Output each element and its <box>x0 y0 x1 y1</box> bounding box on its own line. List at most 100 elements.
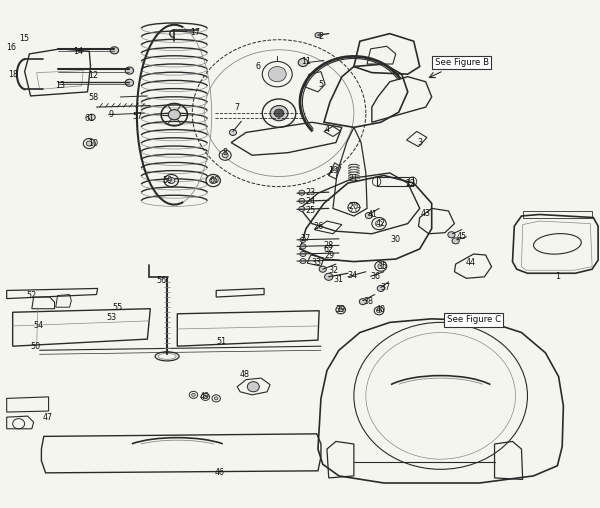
Text: 17: 17 <box>190 27 200 37</box>
Circle shape <box>299 190 305 195</box>
Text: 11: 11 <box>301 57 311 66</box>
Text: 20: 20 <box>349 202 359 211</box>
Circle shape <box>125 79 134 86</box>
Text: 58: 58 <box>88 93 98 103</box>
Text: 29: 29 <box>325 250 335 260</box>
Circle shape <box>222 153 228 158</box>
Text: 41: 41 <box>368 210 378 219</box>
Circle shape <box>299 206 305 211</box>
Text: 43: 43 <box>421 209 431 218</box>
Circle shape <box>338 308 343 312</box>
Circle shape <box>448 232 455 238</box>
Text: 18: 18 <box>8 70 17 79</box>
Circle shape <box>270 106 288 121</box>
Text: 37: 37 <box>380 283 391 292</box>
Text: 21: 21 <box>349 174 359 182</box>
Text: 3: 3 <box>417 138 422 147</box>
Text: 1: 1 <box>555 272 560 281</box>
Text: 50: 50 <box>31 342 40 351</box>
Text: 49: 49 <box>199 392 209 401</box>
Text: 22: 22 <box>406 179 416 187</box>
Text: See Figure C: See Figure C <box>446 315 500 325</box>
Text: 8: 8 <box>223 148 227 157</box>
Circle shape <box>359 299 367 305</box>
Text: 56: 56 <box>156 276 166 285</box>
Text: 39: 39 <box>335 305 346 314</box>
Text: 40: 40 <box>376 305 386 314</box>
Text: 13: 13 <box>56 81 65 90</box>
Circle shape <box>299 198 305 203</box>
Text: 51: 51 <box>216 337 226 345</box>
Text: 59: 59 <box>162 176 172 185</box>
Text: 25: 25 <box>305 206 316 215</box>
Circle shape <box>247 382 259 392</box>
Circle shape <box>229 130 236 136</box>
Text: 28: 28 <box>323 241 334 250</box>
Text: 60: 60 <box>209 176 220 185</box>
Text: 36: 36 <box>370 272 380 281</box>
Circle shape <box>110 47 119 54</box>
Text: 19: 19 <box>328 166 338 175</box>
Circle shape <box>300 251 306 257</box>
Circle shape <box>268 67 286 82</box>
Text: 24: 24 <box>306 197 316 206</box>
Text: 30: 30 <box>391 235 401 244</box>
Text: 52: 52 <box>26 291 37 300</box>
Text: See Figure B: See Figure B <box>434 58 488 67</box>
Text: 14: 14 <box>74 47 83 56</box>
Text: 5: 5 <box>319 80 323 89</box>
Text: 33: 33 <box>311 258 321 267</box>
Text: 15: 15 <box>20 34 30 43</box>
Circle shape <box>300 259 306 264</box>
Circle shape <box>378 264 384 269</box>
Circle shape <box>169 110 180 120</box>
Text: 6: 6 <box>256 62 260 71</box>
Circle shape <box>191 393 195 396</box>
Text: 54: 54 <box>34 322 43 330</box>
Text: 26: 26 <box>313 221 323 231</box>
Text: 55: 55 <box>112 303 122 312</box>
Circle shape <box>319 266 326 272</box>
Circle shape <box>452 238 459 244</box>
Text: 61: 61 <box>84 114 94 123</box>
Circle shape <box>300 244 306 249</box>
Text: 32: 32 <box>328 266 338 275</box>
Text: 12: 12 <box>88 71 98 80</box>
Circle shape <box>377 309 382 313</box>
Text: 27: 27 <box>301 234 311 243</box>
Circle shape <box>365 212 373 218</box>
Text: 53: 53 <box>106 313 116 323</box>
Text: 48: 48 <box>240 369 250 378</box>
Text: 47: 47 <box>43 412 52 422</box>
Circle shape <box>300 237 306 242</box>
Circle shape <box>125 67 134 74</box>
Text: 31: 31 <box>334 275 344 284</box>
Bar <box>377 177 413 186</box>
Circle shape <box>168 177 175 183</box>
Circle shape <box>203 395 207 398</box>
Bar <box>523 211 592 217</box>
Text: 45: 45 <box>457 232 467 241</box>
Text: 2: 2 <box>319 31 323 41</box>
Text: 23: 23 <box>306 187 316 197</box>
Text: 42: 42 <box>376 219 386 228</box>
Text: 10: 10 <box>88 139 98 148</box>
Text: 62: 62 <box>323 245 334 255</box>
Circle shape <box>315 33 321 38</box>
Circle shape <box>209 177 217 183</box>
Text: 7: 7 <box>235 103 240 112</box>
Circle shape <box>214 397 218 400</box>
Circle shape <box>274 109 284 117</box>
Text: 35: 35 <box>377 262 387 271</box>
Text: 38: 38 <box>364 297 374 306</box>
Text: 44: 44 <box>466 258 476 267</box>
Text: 9: 9 <box>109 110 114 119</box>
Text: 4: 4 <box>325 125 329 135</box>
Circle shape <box>88 114 95 120</box>
Circle shape <box>325 273 333 280</box>
Text: 57: 57 <box>132 112 142 121</box>
Text: 34: 34 <box>347 271 357 280</box>
Text: 46: 46 <box>214 468 224 478</box>
Circle shape <box>377 285 385 292</box>
Circle shape <box>298 58 308 67</box>
